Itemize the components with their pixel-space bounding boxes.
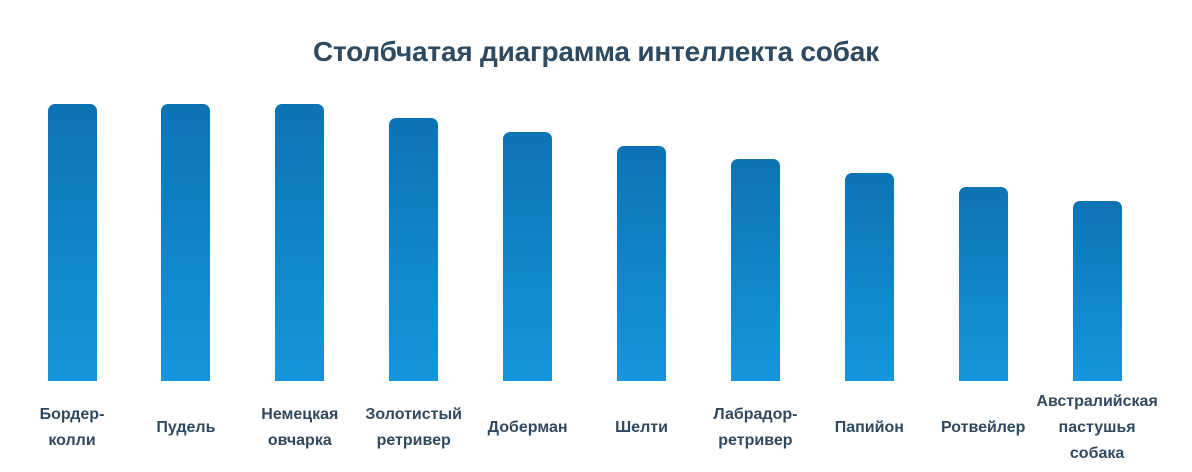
bar-10 [1072, 200, 1122, 381]
bar-1 [47, 104, 97, 381]
category-label-5: Доберман [487, 419, 568, 436]
bar-3 [275, 104, 325, 381]
chart-title: Столбчатая диаграмма интеллекта собак [313, 36, 879, 67]
category-label-3: Немецкая овчарка [261, 406, 339, 449]
category-label-6: Шелти [615, 419, 668, 436]
category-label-10: Австралийская пастушья собака [1036, 393, 1158, 462]
category-label-8: Папийон [834, 419, 904, 436]
bar-6 [617, 145, 666, 381]
bar-9 [958, 187, 1008, 381]
category-label-2: Пудель [156, 419, 216, 436]
bar-5 [503, 131, 553, 381]
category-label-1: Бордер- колли [39, 406, 105, 449]
bar-2 [161, 104, 211, 381]
category-label-7: Лабрадор- ретривер [713, 406, 798, 449]
bar-7 [730, 159, 780, 381]
category-label-9: Ротвейлер [940, 419, 1026, 436]
bar-4 [389, 117, 439, 381]
bar-8 [844, 173, 894, 381]
category-label-4: Золотистый ретривер [365, 406, 462, 449]
